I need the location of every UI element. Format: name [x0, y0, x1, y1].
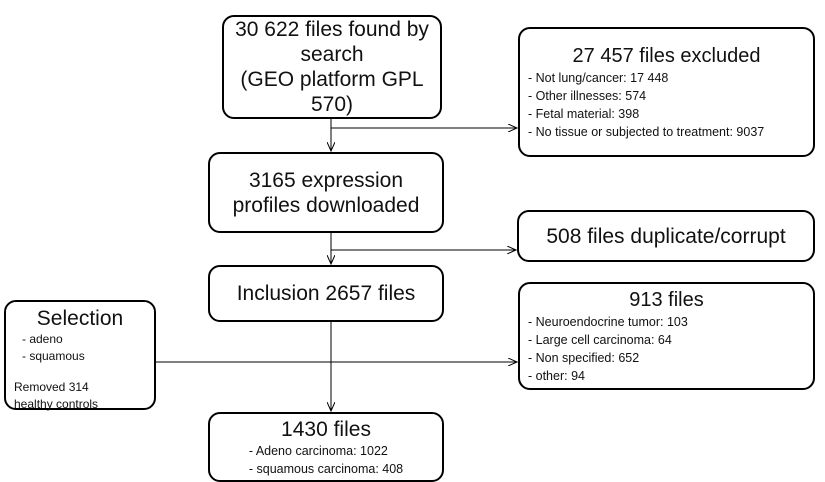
note-line: Removed 314 — [14, 380, 89, 394]
box-title: 508 files duplicate/corrupt — [546, 224, 786, 248]
item-list: - Adeno carcinoma: 1022 - squamous carcin… — [249, 442, 403, 478]
flow-box: 27 457 files excluded - Not lung/cancer: … — [518, 27, 815, 157]
item-list: - Neuroendocrine tumor: 103 - Large cell … — [520, 313, 813, 385]
box-title: profiles downloaded — [232, 193, 420, 217]
box-title: Selection — [36, 307, 124, 330]
note-line: healthy controls — [14, 397, 99, 411]
list-item: - squamous carcinoma: 408 — [248, 461, 404, 476]
item-list: - Not lung/cancer: 17 448 - Other illness… — [520, 69, 813, 141]
list-item: - Other illnesses: 574 — [528, 88, 647, 103]
flow-box: Selection - adeno - squamous Removed 314 hea… — [4, 300, 156, 413]
box-title: 1430 files — [281, 417, 371, 441]
list-item: - No tissue or subjected to treatment: 9… — [528, 124, 765, 139]
flow-box: 1430 files - Adeno carcinoma: 1022 - squam… — [208, 412, 444, 482]
flow-box: Inclusion 2657 files — [208, 265, 444, 322]
box-title: search — [300, 43, 364, 66]
box-title: Inclusion 2657 files — [236, 282, 416, 305]
list-item: - other: 94 — [528, 368, 585, 383]
flow-box: 30 622 files found by search (GEO platform… — [222, 15, 442, 119]
list-item: - Adeno carcinoma: 1022 — [248, 443, 388, 458]
list-item: - squamous — [22, 349, 85, 363]
box-title: 27 457 files excluded — [572, 44, 761, 67]
list-item: - Not lung/cancer: 17 448 — [528, 70, 669, 85]
flow-box: 508 files duplicate/corrupt — [517, 210, 815, 262]
flow-box: 3165 expression profiles downloaded — [208, 152, 444, 233]
box-title: 913 files — [629, 288, 704, 311]
list-item: - Non specified: 652 — [528, 350, 640, 365]
list-item: - Neuroendocrine tumor: 103 — [528, 314, 688, 329]
list-item: - adeno — [22, 332, 63, 346]
note: Removed 314 healthy controls — [6, 379, 154, 413]
box-title: (GEO platform GPL 570) — [240, 68, 424, 116]
box-title: 30 622 files found by — [235, 18, 429, 41]
list-item: - Large cell carcinoma: 64 — [528, 332, 672, 347]
list-item: - Fetal material: 398 — [528, 106, 640, 121]
item-list: - adeno - squamous — [6, 331, 154, 365]
flow-box: 913 files - Neuroendocrine tumor: 103 - La… — [518, 282, 815, 390]
box-title: 3165 expression — [248, 168, 404, 192]
